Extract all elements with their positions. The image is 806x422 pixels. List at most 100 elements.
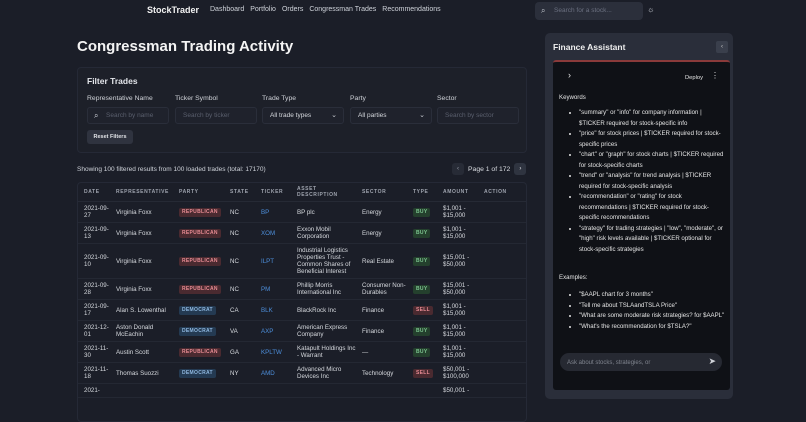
search-icon: ⌕ <box>541 6 546 15</box>
nav-orders[interactable]: Orders <box>281 6 304 13</box>
nav-portfolio[interactable]: Portfolio <box>250 6 276 13</box>
ticker-input[interactable]: Search by ticker <box>175 107 257 124</box>
filter-title: Filter Trades <box>87 76 138 86</box>
asset-text: BP plc <box>297 208 315 216</box>
state-text: NC <box>230 208 239 216</box>
kebab-menu-icon[interactable]: ⋮ <box>711 71 719 80</box>
column-header[interactable]: SECTOR <box>356 183 407 202</box>
ticker-link[interactable]: PM <box>261 285 271 293</box>
party-badge: REPUBLICAN <box>179 207 221 217</box>
keywords-list: "summary" or "info" for company informat… <box>559 108 727 255</box>
column-header[interactable]: TICKER <box>255 183 291 202</box>
table-row: 2021-11-30 Austin Scott REPUBLICAN GA KPLTW K… <box>78 341 526 363</box>
cell-asset <box>291 383 356 398</box>
column-header[interactable]: TYPE <box>407 183 437 202</box>
state-text: NC <box>230 285 239 293</box>
cell-type: SELL <box>407 299 437 321</box>
ticker-link[interactable]: AMD <box>261 369 275 377</box>
nav-congressman-trades[interactable]: Congressman Trades <box>309 6 377 13</box>
amount-text: $1,001 - $15,000 <box>443 345 466 359</box>
reset-filters-button[interactable]: Reset Filters <box>87 130 133 144</box>
keywords-title: Keywords <box>559 94 586 101</box>
page-indicator: Page 1 of 172 <box>468 165 511 173</box>
brand-logo[interactable]: StockTrader <box>147 5 200 15</box>
cell-party: REPUBLICAN <box>173 201 224 223</box>
trade-type-badge: BUY <box>413 228 431 238</box>
cell-ticker <box>255 383 291 398</box>
ticker-link[interactable]: KPLTW <box>261 348 282 356</box>
prev-page-button[interactable]: ‹ <box>452 163 464 175</box>
trade-type-badge: BUY <box>413 284 431 294</box>
sector-placeholder: Search by sector <box>445 112 494 119</box>
cell-rep: Thomas Suozzi <box>110 362 173 384</box>
ticker-link[interactable]: ILPT <box>261 257 275 265</box>
pagination: ‹ Page 1 of 172 › <box>452 163 527 175</box>
amount-text: $50,001 - <box>443 387 470 394</box>
examples-list: "$AAPL chart for 3 months" "Tell me abou… <box>559 290 729 332</box>
table-row: 2021-09-27 Virginia Foxx REPUBLICAN NC BP BP … <box>78 201 526 223</box>
cell-action <box>478 362 526 384</box>
cell-asset: Advanced Micro Devices Inc <box>291 362 356 384</box>
chat-input[interactable]: Ask about stocks, strategies, or ➤ <box>560 353 722 371</box>
asset-text: American Express Company <box>297 324 348 338</box>
cell-state: GA <box>224 341 255 363</box>
party-badge: REPUBLICAN <box>179 256 221 266</box>
cell-sector: Consumer Non-Durables <box>356 278 407 300</box>
sector-text: Finance <box>362 327 385 335</box>
cell-rep: Virginia Foxx <box>110 278 173 300</box>
party-badge: DEMOCRAT <box>179 368 216 378</box>
deploy-button[interactable]: Deploy <box>685 75 704 81</box>
trade-type-value: All trade types <box>270 112 312 119</box>
example-item: "Tell me about TSLAandTSLA Price" <box>579 301 729 312</box>
cell-party: REPUBLICAN <box>173 222 224 244</box>
trade-type-badge: BUY <box>413 347 431 357</box>
column-header[interactable]: PARTY <box>173 183 224 202</box>
nav-recommendations[interactable]: Recommendations <box>382 6 441 13</box>
sun-icon[interactable]: ☼ <box>647 5 655 14</box>
sector-input[interactable]: Search by sector <box>437 107 519 124</box>
filter-card: Filter Trades Representative Name ⌕ Searc… <box>77 67 527 153</box>
ticker-link[interactable]: BLK <box>261 306 273 314</box>
amount-text: $15,001 - $50,000 <box>443 254 470 268</box>
date-text: 2021- <box>84 387 100 394</box>
collapse-button[interactable]: ‹ <box>716 41 728 53</box>
cell-party: REPUBLICAN <box>173 243 224 279</box>
cell-party <box>173 383 224 398</box>
ticker-link[interactable]: XOM <box>261 229 276 237</box>
ticker-link[interactable]: AXP <box>261 327 274 335</box>
nav-dashboard[interactable]: Dashboard <box>210 6 245 13</box>
party-badge: DEMOCRAT <box>179 326 216 336</box>
column-header[interactable]: AMOUNT <box>437 183 478 202</box>
cell-state: NC <box>224 222 255 244</box>
column-header[interactable]: REPRESENTATIVE <box>110 183 173 202</box>
cell-asset: American Express Company <box>291 320 356 342</box>
cell-rep: Virginia Foxx <box>110 222 173 244</box>
state-text: NY <box>230 369 239 377</box>
rep-name-input[interactable]: ⌕ Search by name <box>87 107 169 124</box>
cell-action <box>478 383 526 398</box>
ticker-link[interactable]: BP <box>261 208 270 216</box>
trade-type-label: Trade Type <box>262 95 297 102</box>
column-header[interactable]: STATE <box>224 183 255 202</box>
column-header[interactable]: ASSET DESCRIPTION <box>291 183 356 202</box>
table-row: 2021-09-28 Virginia Foxx REPUBLICAN NC PM Phi… <box>78 278 526 300</box>
table-row: 2021-11-18 Thomas Suozzi DEMOCRAT NY AMD Adva… <box>78 362 526 384</box>
chevron-right-icon[interactable]: › <box>568 70 571 80</box>
cell-asset: BP plc <box>291 201 356 223</box>
column-header[interactable]: ACTION <box>478 183 526 202</box>
cell-sector: Finance <box>356 299 407 321</box>
cell-type: BUY <box>407 201 437 223</box>
cell-sector: Energy <box>356 222 407 244</box>
cell-type: BUY <box>407 320 437 342</box>
column-header[interactable]: DATE <box>78 183 110 202</box>
cell-rep: Aston Donald McEachin <box>110 320 173 342</box>
cell-rep: Virginia Foxx <box>110 201 173 223</box>
trade-type-select[interactable]: All trade types ⌄ <box>262 107 344 124</box>
stock-search-input[interactable]: ⌕ Search for a stock... <box>535 2 643 20</box>
party-badge: REPUBLICAN <box>179 347 221 357</box>
next-page-button[interactable]: › <box>514 163 527 175</box>
party-select[interactable]: All parties ⌄ <box>350 107 432 124</box>
send-icon[interactable]: ➤ <box>708 356 716 366</box>
page-title: Congressman Trading Activity <box>77 38 294 55</box>
cell-ticker: PM <box>255 278 291 300</box>
